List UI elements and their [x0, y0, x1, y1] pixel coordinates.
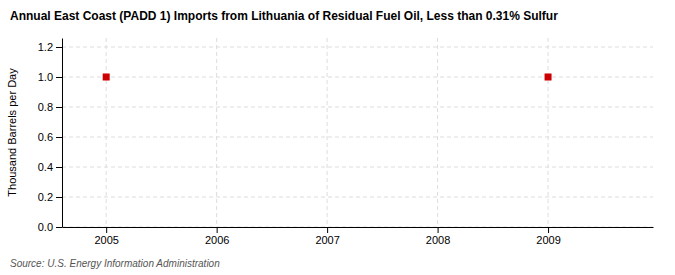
- y-tick: 1.2: [38, 41, 62, 53]
- point: [545, 74, 552, 81]
- x-tick-label: 2009: [536, 234, 560, 246]
- x-tick-mark: [217, 227, 218, 233]
- y-axis-line: [62, 39, 63, 228]
- y-axis-title: Thousand Barrels per Day: [6, 68, 18, 197]
- y-grid-line: [62, 107, 653, 108]
- y-tick-mark: [56, 137, 62, 138]
- x-tick-label: 2006: [205, 234, 229, 246]
- source: Source: U.S. Energy Information Administ…: [10, 258, 220, 269]
- x-tick: 2006: [205, 227, 229, 246]
- y-grid-line: [62, 77, 653, 78]
- y-grid-line: [62, 227, 653, 228]
- y-grid-line: [62, 197, 653, 198]
- y-tick-label: 1.0: [38, 71, 53, 83]
- y-tick: 0.8: [38, 101, 62, 113]
- x-tick-mark: [106, 227, 107, 233]
- y-tick-mark: [56, 77, 62, 78]
- x-axis-line: [63, 227, 654, 228]
- plot: 2005 2006 2007 2008 2009 0.0 0.2 0.4 0.6 0.8 1.0 1.…: [38, 38, 654, 246]
- y-grid-line: [62, 137, 653, 138]
- y-tick-label: 1.2: [38, 41, 53, 53]
- x-tick: 2007: [315, 227, 339, 246]
- y-grid-line: [62, 167, 653, 168]
- x-tick: 2009: [536, 227, 560, 246]
- x-tick-mark: [327, 227, 328, 233]
- y-tick: 0.0: [38, 221, 62, 233]
- x-grid-line: [216, 38, 217, 227]
- y-axis: 0.0 0.2 0.4 0.6 0.8 1.0 1.2: [38, 39, 63, 234]
- y-tick-label: 0.2: [38, 191, 53, 203]
- chart: 2005 2006 2007 2008 2009 0.0 0.2 0.4 0.6 0.8 1.0 1.…: [0, 0, 675, 275]
- point: [103, 74, 110, 81]
- x-grid-line: [106, 38, 107, 227]
- points: [103, 74, 552, 81]
- x-tick-label: 2005: [94, 234, 118, 246]
- x-grid-line: [327, 38, 328, 227]
- x-tick-mark: [438, 227, 439, 233]
- x-tick-label: 2007: [315, 234, 339, 246]
- x-tick-mark: [548, 227, 549, 233]
- y-tick-mark: [56, 197, 62, 198]
- x-grid-line: [437, 38, 438, 227]
- y-tick-mark: [56, 227, 62, 228]
- y-tick: 0.6: [38, 131, 62, 143]
- x-tick: 2008: [426, 227, 450, 246]
- y-grid-line: [62, 47, 653, 48]
- y-tick-mark: [56, 107, 62, 108]
- y-tick-label: 0.6: [38, 131, 53, 143]
- x-tick: 2005: [94, 227, 118, 246]
- y-tick-label: 0.0: [38, 221, 53, 233]
- x-tick-label: 2008: [426, 234, 450, 246]
- y-tick-label: 0.8: [38, 101, 53, 113]
- y-tick-label: 0.4: [38, 161, 53, 173]
- grid: [62, 38, 653, 227]
- x-grid-line: [548, 38, 549, 227]
- y-tick-mark: [56, 47, 62, 48]
- y-tick: 0.4: [38, 161, 62, 173]
- y-tick-mark: [56, 167, 62, 168]
- x-axis: 2005 2006 2007 2008 2009: [63, 227, 654, 246]
- y-tick: 1.0: [38, 71, 62, 83]
- title: Annual East Coast (PADD 1) Imports from …: [10, 9, 558, 23]
- y-tick: 0.2: [38, 191, 62, 203]
